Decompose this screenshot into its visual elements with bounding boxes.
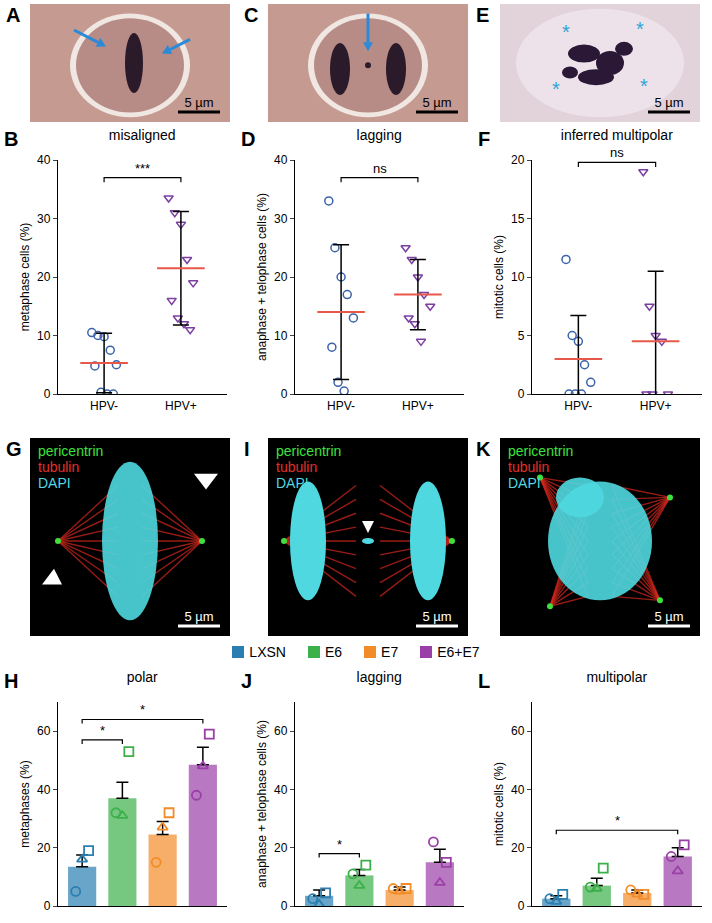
svg-text:40: 40 [37,783,51,797]
svg-text:*: * [636,18,644,40]
svg-text:*: * [562,21,570,43]
svg-text:pericentrin: pericentrin [38,443,103,459]
svg-text:metaphases (%): metaphases (%) [18,760,32,847]
svg-text:multipolar: multipolar [586,669,647,685]
svg-text:*: * [552,78,560,100]
svg-text:30: 30 [37,212,51,226]
svg-text:*: * [337,837,342,852]
svg-text:5 µm: 5 µm [422,609,451,624]
svg-text:10: 10 [37,329,51,343]
html-text:D: D [241,128,256,150]
svg-text:*: * [100,723,105,738]
svg-text:30: 30 [274,212,288,226]
svg-text:20: 20 [274,841,288,855]
svg-text:5 µm: 5 µm [654,95,683,110]
svg-text:0: 0 [281,387,288,401]
svg-text:metaphase cells (%): metaphase cells (%) [18,223,32,332]
svg-text:0: 0 [44,387,51,401]
html-text:L: L [478,670,491,692]
svg-text:tubulin: tubulin [38,459,79,475]
svg-text:tubulin: tubulin [276,459,317,475]
svg-text:HPV+: HPV+ [640,399,672,413]
html-text:G: G [6,438,22,460]
svg-text:5: 5 [518,329,525,343]
svg-text:40: 40 [37,153,51,167]
svg-text:15: 15 [511,212,525,226]
svg-text:20: 20 [37,841,51,855]
svg-text:anaphase + telophase cells (%): anaphase + telophase cells (%) [255,193,269,361]
svg-text:lagging: lagging [357,669,402,685]
svg-text:0: 0 [44,899,51,913]
svg-text:lagging: lagging [357,127,402,143]
svg-text:20: 20 [274,270,288,284]
svg-text:HPV-: HPV- [327,399,355,413]
svg-text:mitotic cells (%): mitotic cells (%) [492,235,506,319]
html-text:I: I [244,438,250,460]
svg-text:mitotic cells (%): mitotic cells (%) [492,762,506,846]
html-text:E: E [476,4,490,26]
svg-text:***: *** [135,161,150,176]
svg-text:5 µm: 5 µm [184,609,213,624]
svg-text:DAPI: DAPI [38,475,71,491]
svg-text:40: 40 [511,783,525,797]
svg-text:misaligned: misaligned [109,127,176,143]
html-text:C: C [244,4,259,26]
svg-text:5 µm: 5 µm [422,95,451,110]
svg-text:20: 20 [511,841,525,855]
svg-text:polar: polar [127,669,158,685]
svg-text:5 µm: 5 µm [184,95,213,110]
svg-text:60: 60 [511,724,525,738]
html-text:B: B [4,128,19,150]
svg-text:10: 10 [274,329,288,343]
svg-text:HPV+: HPV+ [402,399,434,413]
html-text:E6: E6 [324,644,343,660]
html-text:E7: E7 [381,644,399,660]
svg-text:40: 40 [274,153,288,167]
svg-text:DAPI: DAPI [508,475,541,491]
svg-text:20: 20 [511,153,525,167]
svg-text:inferred multipolar: inferred multipolar [561,127,673,143]
svg-text:10: 10 [511,270,525,284]
svg-text:tubulin: tubulin [508,459,549,475]
svg-text:HPV-: HPV- [90,399,118,413]
svg-text:pericentrin: pericentrin [276,443,341,459]
html-text:E6+E7: E6+E7 [437,644,480,660]
svg-text:pericentrin: pericentrin [508,443,573,459]
html-text:F: F [478,128,491,150]
svg-text:60: 60 [274,724,288,738]
svg-text:HPV-: HPV- [564,399,592,413]
svg-text:40: 40 [274,783,288,797]
svg-text:*: * [615,813,620,828]
html-text:K: K [476,438,491,460]
html-text:H: H [4,670,19,692]
html-text:A: A [6,4,21,26]
svg-text:60: 60 [37,724,51,738]
svg-text:20: 20 [37,270,51,284]
svg-text:ns: ns [373,161,387,176]
svg-text:5 µm: 5 µm [654,609,683,624]
svg-text:anaphase + telophase cells (%): anaphase + telophase cells (%) [255,720,269,888]
svg-text:*: * [640,75,648,97]
svg-text:0: 0 [518,899,525,913]
html-text:LXSN: LXSN [249,644,286,660]
svg-text:0: 0 [518,387,525,401]
html-text:J: J [241,670,253,692]
svg-text:HPV+: HPV+ [165,399,197,413]
svg-text:DAPI: DAPI [276,475,309,491]
svg-text:ns: ns [610,145,624,160]
svg-text:0: 0 [281,899,288,913]
svg-text:*: * [140,702,145,717]
